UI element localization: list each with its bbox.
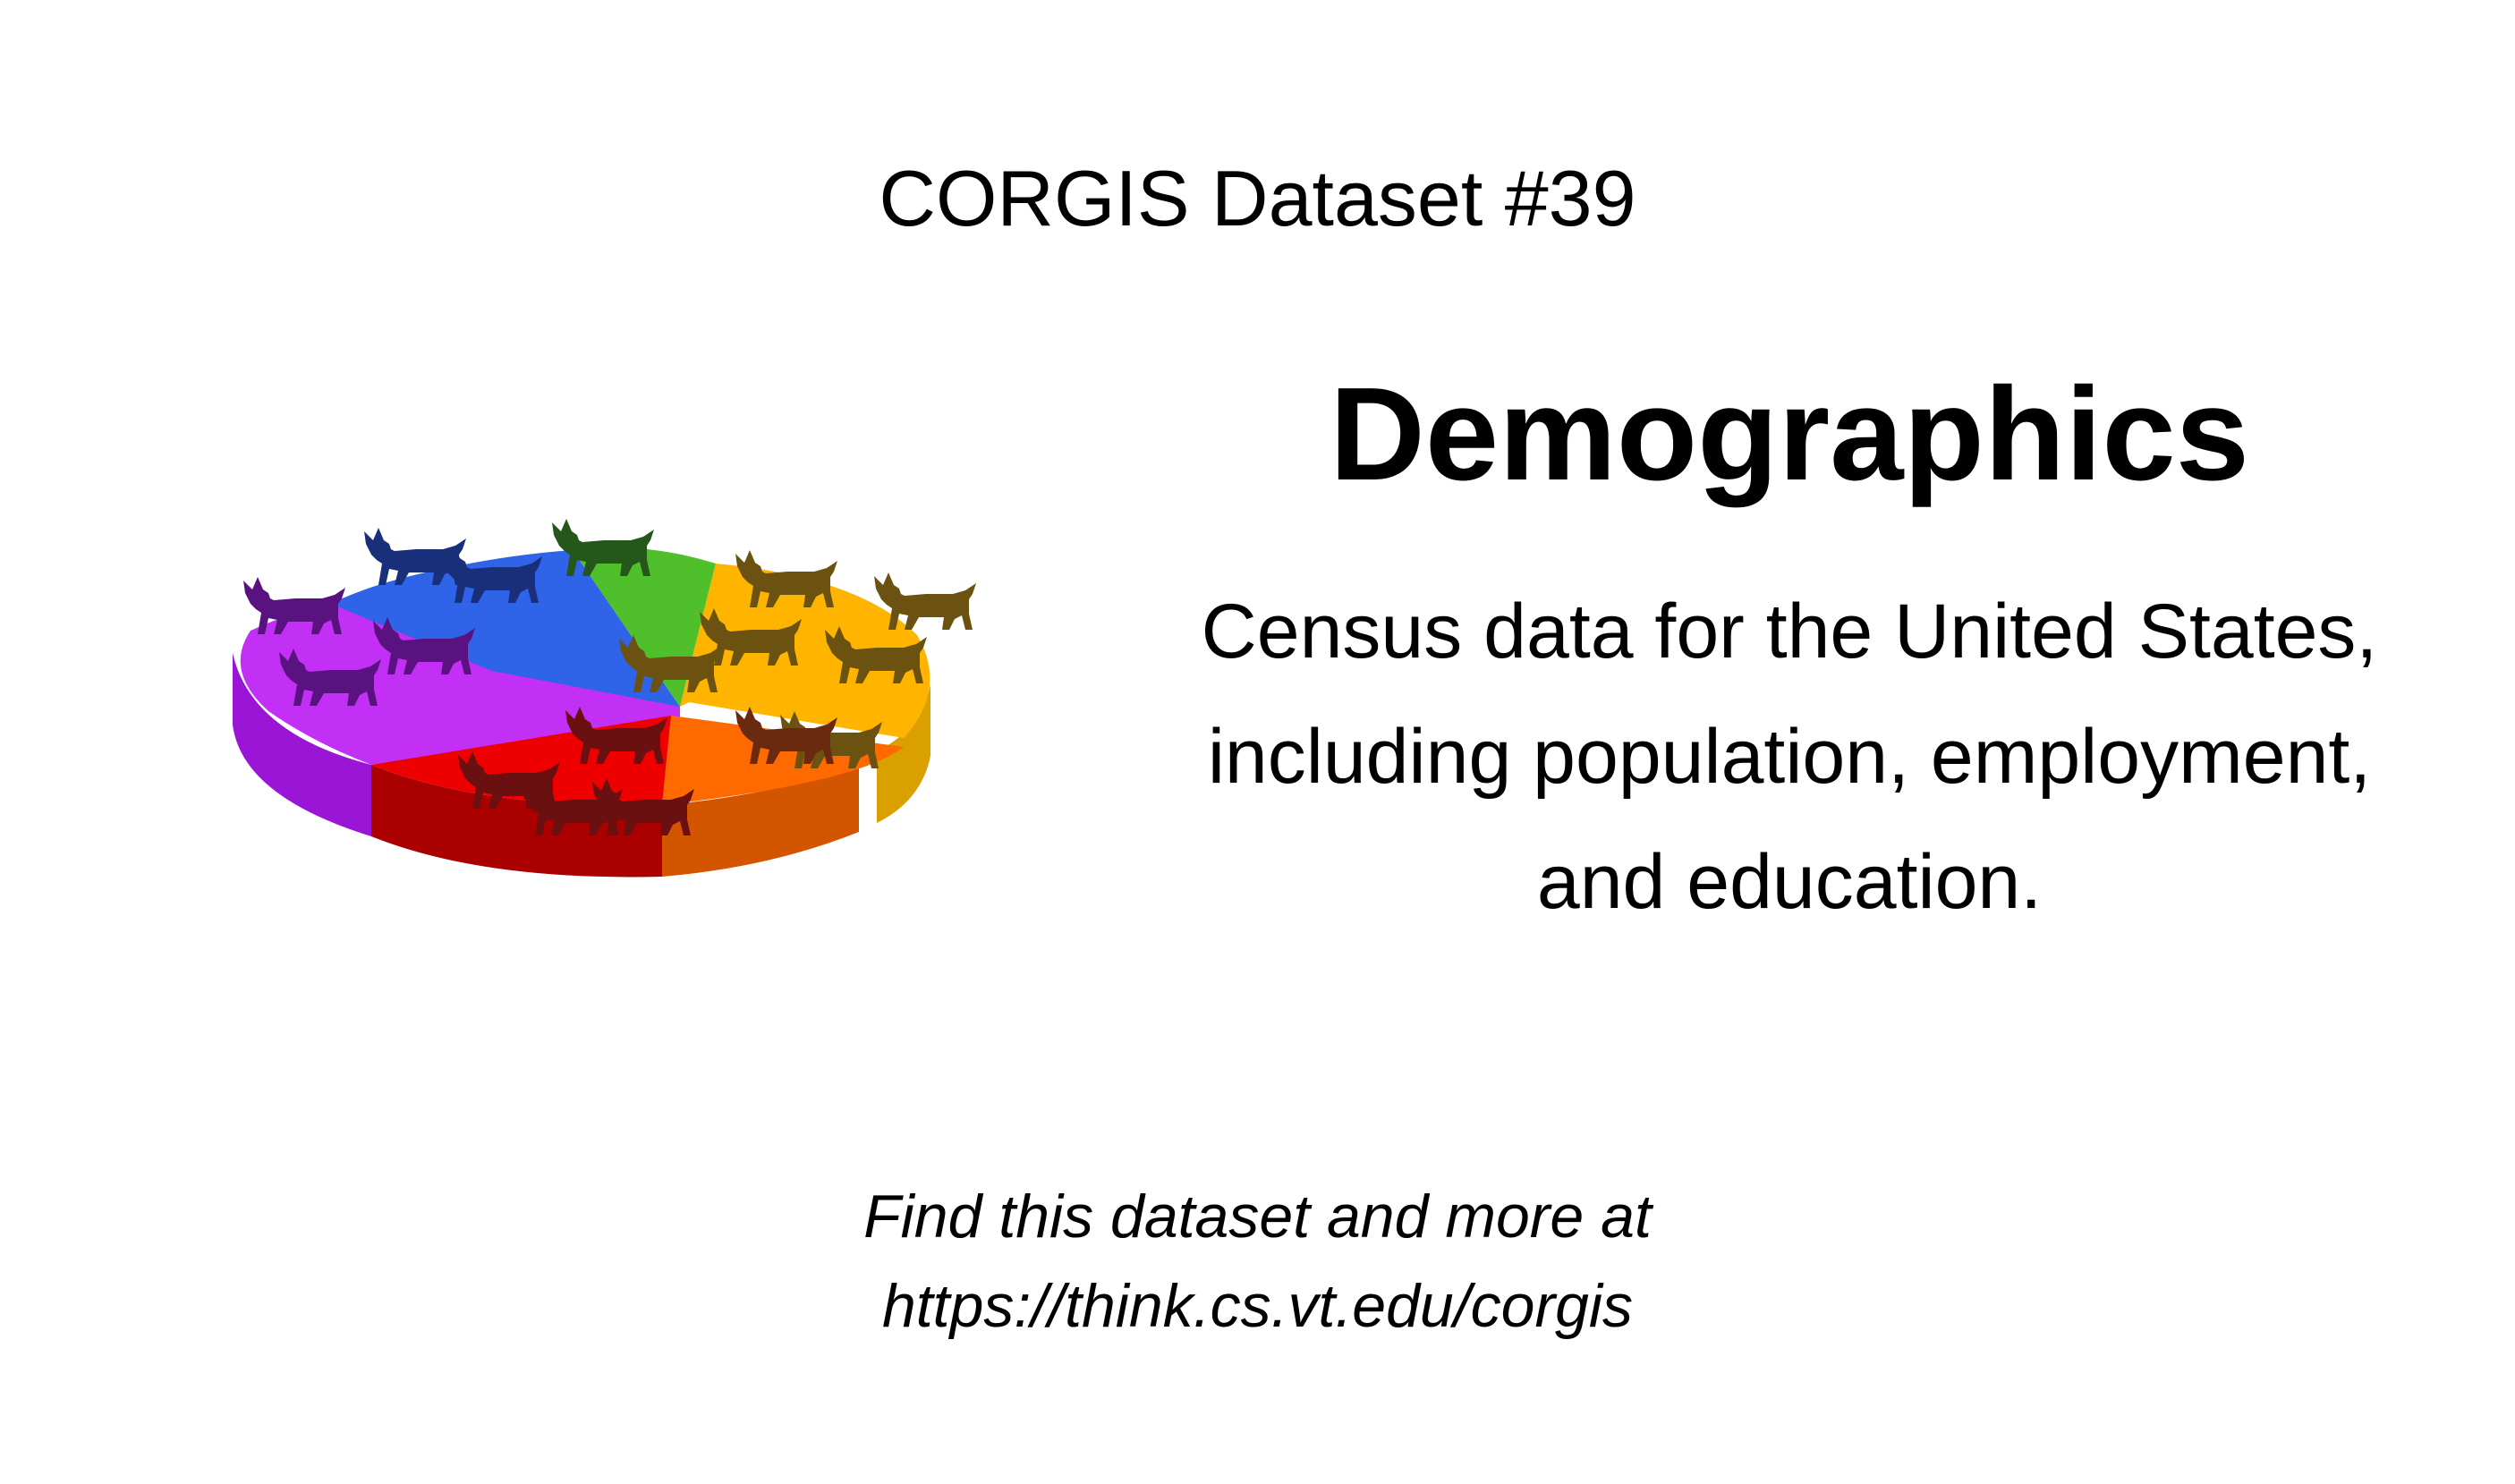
corgi-pie-chart-icon <box>233 519 976 878</box>
footer-text: Find this dataset and more at <box>863 1183 1652 1251</box>
corgi-pie-logo <box>215 501 1145 966</box>
dataset-footer: Find this dataset and more at https://th… <box>0 1172 2515 1351</box>
dataset-title: Demographics <box>1329 360 2250 508</box>
dataset-number: CORGIS Dataset #39 <box>879 154 1636 242</box>
yellow-slice-top <box>680 564 930 738</box>
blue-slice-top <box>331 550 680 707</box>
corgis-url: https://think.cs.vt.edu/corgis <box>881 1272 1634 1340</box>
dataset-description: Census data for the United States, inclu… <box>1201 589 2378 925</box>
red-slice-side <box>371 765 662 878</box>
purple-slice-side <box>233 653 371 836</box>
orange-slice-top <box>662 716 904 805</box>
orange-slice-side <box>662 765 859 877</box>
